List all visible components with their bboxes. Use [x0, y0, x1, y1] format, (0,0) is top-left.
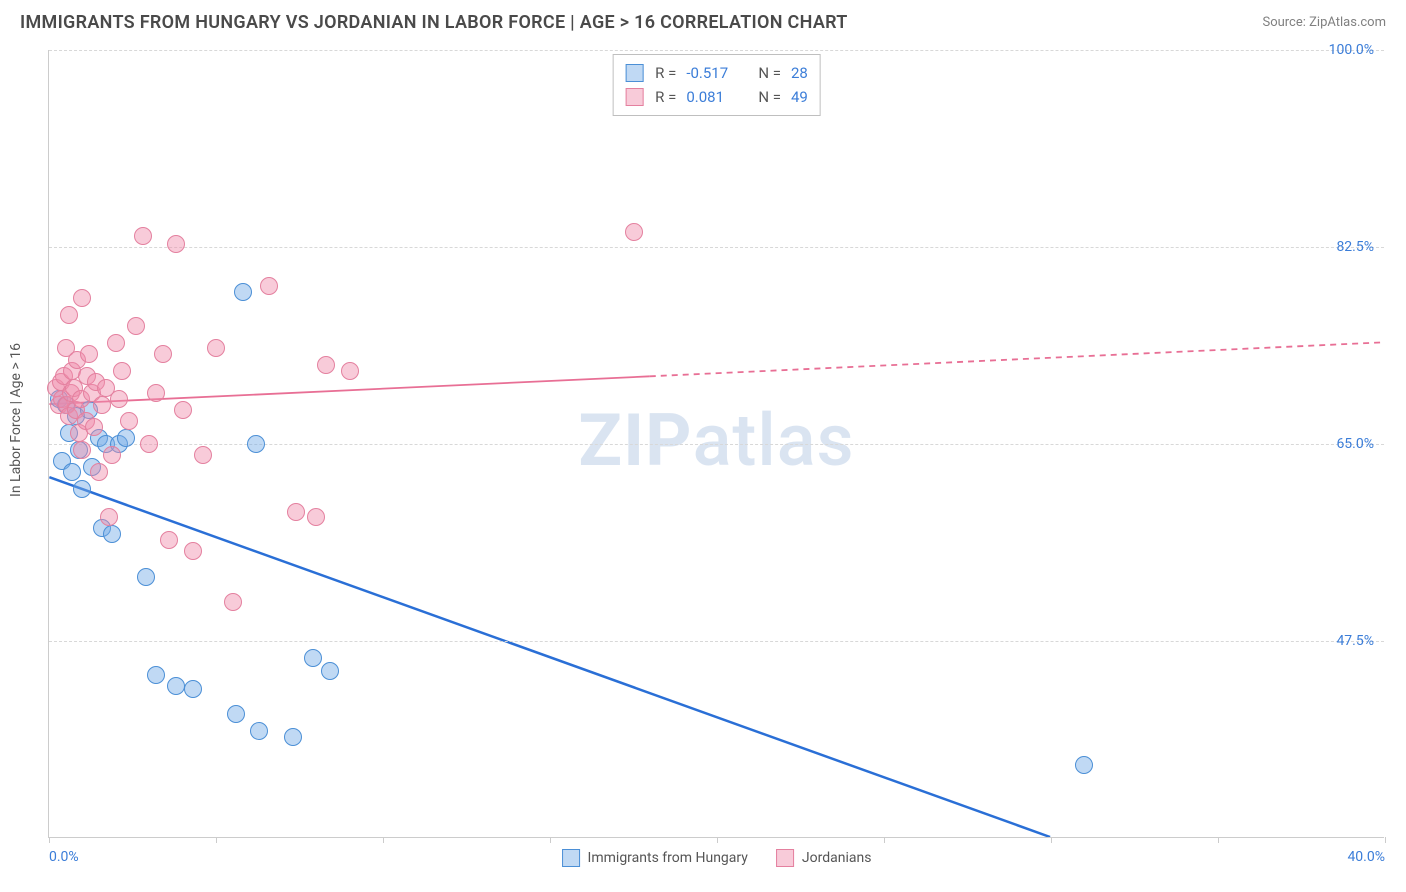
- legend-swatch-hungary: [625, 64, 643, 82]
- data-point: [154, 345, 172, 363]
- gridline: [49, 641, 1384, 642]
- data-point: [80, 345, 98, 363]
- data-point: [304, 649, 322, 667]
- data-point: [73, 289, 91, 307]
- data-point: [117, 429, 135, 447]
- data-point: [321, 662, 339, 680]
- x-tick-mark: [1051, 837, 1052, 843]
- y-tick-label: 100.0%: [1329, 42, 1374, 58]
- watermark-bold: ZIP: [578, 398, 692, 483]
- data-point: [137, 568, 155, 586]
- x-tick-label: 0.0%: [49, 849, 79, 865]
- x-tick-label: 40.0%: [1347, 849, 1385, 865]
- legend-swatch-jordanian: [625, 88, 643, 106]
- page-title: IMMIGRANTS FROM HUNGARY VS JORDANIAN IN …: [20, 12, 848, 33]
- correlation-legend-row-1: R = -0.517 N = 28: [625, 61, 808, 85]
- data-point: [103, 446, 121, 464]
- data-point: [227, 705, 245, 723]
- data-point: [113, 362, 131, 380]
- legend-item-jordanian: Jordanians: [776, 849, 872, 867]
- correlation-legend-row-2: R = 0.081 N = 49: [625, 85, 808, 109]
- data-point: [307, 508, 325, 526]
- data-point: [100, 508, 118, 526]
- data-point: [120, 412, 138, 430]
- r-label: R =: [655, 85, 676, 109]
- header: IMMIGRANTS FROM HUNGARY VS JORDANIAN IN …: [0, 0, 1406, 41]
- data-point: [127, 317, 145, 335]
- x-tick-mark: [1218, 837, 1219, 843]
- data-point: [207, 339, 225, 357]
- data-point: [184, 542, 202, 560]
- data-point: [260, 277, 278, 295]
- data-point: [160, 531, 178, 549]
- watermark: ZIPatlas: [578, 398, 854, 483]
- source-attribution: Source: ZipAtlas.com: [1262, 15, 1386, 30]
- n-value-jordanian: 49: [791, 85, 808, 109]
- r-label: R =: [655, 61, 676, 85]
- data-point: [73, 441, 91, 459]
- watermark-light: atlas: [693, 398, 855, 483]
- gridline: [49, 50, 1384, 51]
- data-point: [184, 680, 202, 698]
- y-axis-label: In Labor Force | Age > 16: [8, 343, 24, 497]
- scatter-chart: ZIPatlas R = -0.517 N = 28 R = 0.081 N =…: [48, 50, 1384, 838]
- data-point: [341, 362, 359, 380]
- data-point: [85, 418, 103, 436]
- r-value-hungary: -0.517: [686, 61, 740, 85]
- data-point: [625, 223, 643, 241]
- x-tick-mark: [49, 837, 50, 843]
- data-point: [93, 396, 111, 414]
- gridline: [49, 247, 1384, 248]
- legend-item-hungary: Immigrants from Hungary: [562, 849, 748, 867]
- data-point: [103, 525, 121, 543]
- data-point: [140, 435, 158, 453]
- data-point: [110, 390, 128, 408]
- y-tick-label: 47.5%: [1336, 633, 1374, 649]
- data-point: [284, 728, 302, 746]
- series-legend: Immigrants from Hungary Jordanians: [562, 849, 872, 867]
- legend-label-hungary: Immigrants from Hungary: [588, 850, 748, 866]
- x-tick-mark: [884, 837, 885, 843]
- legend-swatch-hungary-icon: [562, 849, 580, 867]
- data-point: [147, 666, 165, 684]
- data-point: [287, 503, 305, 521]
- y-tick-label: 65.0%: [1336, 436, 1374, 452]
- data-point: [250, 722, 268, 740]
- data-point: [107, 334, 125, 352]
- data-point: [224, 593, 242, 611]
- data-point: [167, 235, 185, 253]
- x-tick-mark: [216, 837, 217, 843]
- x-tick-mark: [550, 837, 551, 843]
- r-value-jordanian: 0.081: [686, 85, 740, 109]
- data-point: [73, 480, 91, 498]
- data-point: [167, 677, 185, 695]
- n-label: N =: [758, 61, 781, 85]
- data-point: [63, 463, 81, 481]
- data-point: [134, 227, 152, 245]
- data-point: [247, 435, 265, 453]
- legend-swatch-jordanian-icon: [776, 849, 794, 867]
- y-tick-label: 82.5%: [1336, 239, 1374, 255]
- x-tick-mark: [717, 837, 718, 843]
- data-point: [60, 306, 78, 324]
- data-point: [194, 446, 212, 464]
- data-point: [90, 463, 108, 481]
- n-value-hungary: 28: [791, 61, 808, 85]
- n-label: N =: [758, 85, 781, 109]
- data-point: [317, 356, 335, 374]
- data-point: [174, 401, 192, 419]
- x-tick-mark: [1385, 837, 1386, 843]
- data-point: [234, 283, 252, 301]
- data-point: [147, 384, 165, 402]
- x-tick-mark: [383, 837, 384, 843]
- legend-label-jordanian: Jordanians: [802, 850, 872, 866]
- correlation-legend: R = -0.517 N = 28 R = 0.081 N = 49: [612, 54, 821, 116]
- data-point: [1075, 756, 1093, 774]
